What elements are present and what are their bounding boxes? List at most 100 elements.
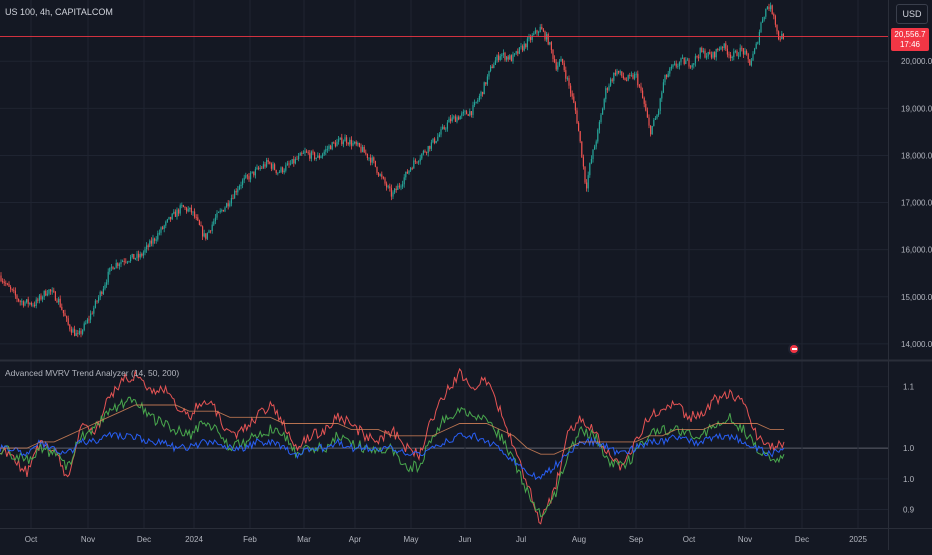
- candle-body: [54, 291, 56, 301]
- candle-body: [254, 169, 256, 176]
- candle-body: [125, 261, 127, 263]
- candle-body: [718, 49, 720, 51]
- time-tick-label: Aug: [572, 535, 586, 544]
- candle-body: [299, 153, 301, 156]
- time-axis[interactable]: Oct Nov Dec 2024 Feb Mar Apr May Jun Jul Aug Sep Oct…: [25, 535, 868, 544]
- candle-body: [634, 74, 636, 79]
- candle-body: [218, 212, 220, 213]
- candle-body: [5, 283, 7, 284]
- candle-body: [149, 240, 151, 247]
- candle-body: [747, 53, 749, 60]
- candle-body: [531, 35, 533, 40]
- candle-body: [661, 92, 663, 99]
- candle-body: [405, 171, 407, 178]
- candle-body: [32, 304, 34, 306]
- candle-body: [408, 170, 410, 174]
- price-axis[interactable]: 20,000.0 19,000.0 18,000.0 17,000.0 16,000.0…: [901, 57, 932, 349]
- candle-body: [762, 19, 764, 23]
- candle-body: [78, 330, 80, 334]
- indicator-series-orange: [0, 404, 784, 455]
- candle-body: [115, 263, 117, 268]
- candle-body: [475, 101, 477, 103]
- candle-body: [571, 93, 573, 97]
- candle-body: [698, 57, 700, 58]
- candle-body: [278, 171, 280, 173]
- candle-body: [490, 66, 492, 71]
- candle-body: [754, 48, 756, 54]
- candle-body: [598, 122, 600, 130]
- candle-body: [74, 329, 76, 336]
- currency-button[interactable]: USD: [896, 4, 928, 24]
- candle-body: [208, 230, 210, 233]
- candle-body: [443, 126, 445, 130]
- candle-body: [589, 163, 591, 176]
- candle-body: [325, 149, 327, 152]
- candle-body: [246, 175, 248, 177]
- candle-body: [621, 71, 623, 77]
- candle-body: [371, 157, 373, 163]
- candle-body: [677, 66, 679, 67]
- alert-flag-icon[interactable]: [788, 343, 800, 355]
- candle-body: [768, 6, 770, 10]
- indicator-tick-label: 1.0: [903, 444, 915, 453]
- candle-body: [608, 85, 610, 90]
- candle-body: [488, 70, 490, 77]
- candle-body: [714, 52, 716, 58]
- candle-body: [360, 146, 362, 152]
- candle-body: [29, 302, 31, 305]
- candle-body: [128, 261, 130, 262]
- candle-body: [643, 97, 645, 104]
- candle-body: [640, 86, 642, 91]
- candle-body: [728, 54, 730, 56]
- candle-body: [272, 164, 274, 169]
- candle-body: [434, 138, 436, 143]
- candle-body: [578, 122, 580, 132]
- bar-countdown: 17:46: [899, 40, 921, 49]
- candle-body: [14, 290, 16, 296]
- candle-body: [154, 238, 156, 241]
- candle-body: [778, 31, 780, 40]
- candle-body: [22, 301, 24, 306]
- candle-body: [307, 152, 309, 154]
- candle-body: [421, 153, 423, 159]
- candle-body: [205, 233, 207, 239]
- candle-body: [302, 152, 304, 154]
- candle-body: [187, 209, 189, 212]
- price-tick-label: 18,000.0: [901, 151, 932, 160]
- candle-body: [38, 295, 40, 301]
- indicator-title[interactable]: Advanced MVRV Trend Analyzer (14, 50, 20…: [5, 368, 179, 378]
- candle-body: [530, 37, 532, 40]
- candle-body: [555, 62, 557, 70]
- candle-body: [418, 161, 420, 163]
- candle-body: [91, 313, 93, 315]
- candle-body: [459, 115, 461, 120]
- candle-body: [771, 5, 773, 14]
- indicator-axis[interactable]: 1.1 1.0 1.0 0.9: [903, 383, 915, 515]
- candle-body: [658, 110, 660, 115]
- candle-body: [659, 98, 661, 111]
- candle-body: [178, 209, 180, 214]
- candle-body: [296, 158, 298, 160]
- candle-body: [587, 175, 589, 189]
- candle-body: [688, 59, 690, 67]
- time-tick-label: Oct: [25, 535, 38, 544]
- candle-body: [533, 33, 535, 36]
- candle-body: [752, 53, 754, 61]
- candle-body: [370, 157, 372, 163]
- candle-body: [653, 119, 655, 126]
- candle-body: [194, 211, 196, 218]
- price-tick-label: 15,000.0: [901, 293, 932, 302]
- price-tick-label: 14,000.0: [901, 340, 932, 349]
- candle-body: [157, 233, 159, 240]
- candle-body: [550, 42, 552, 50]
- candle-body: [522, 46, 524, 51]
- candle-body: [738, 55, 740, 57]
- candle-body: [595, 141, 597, 147]
- candle-body: [294, 158, 296, 164]
- candle-body: [736, 50, 738, 57]
- candle-body: [518, 47, 520, 54]
- candle-body: [270, 163, 272, 169]
- candle-body: [117, 263, 119, 266]
